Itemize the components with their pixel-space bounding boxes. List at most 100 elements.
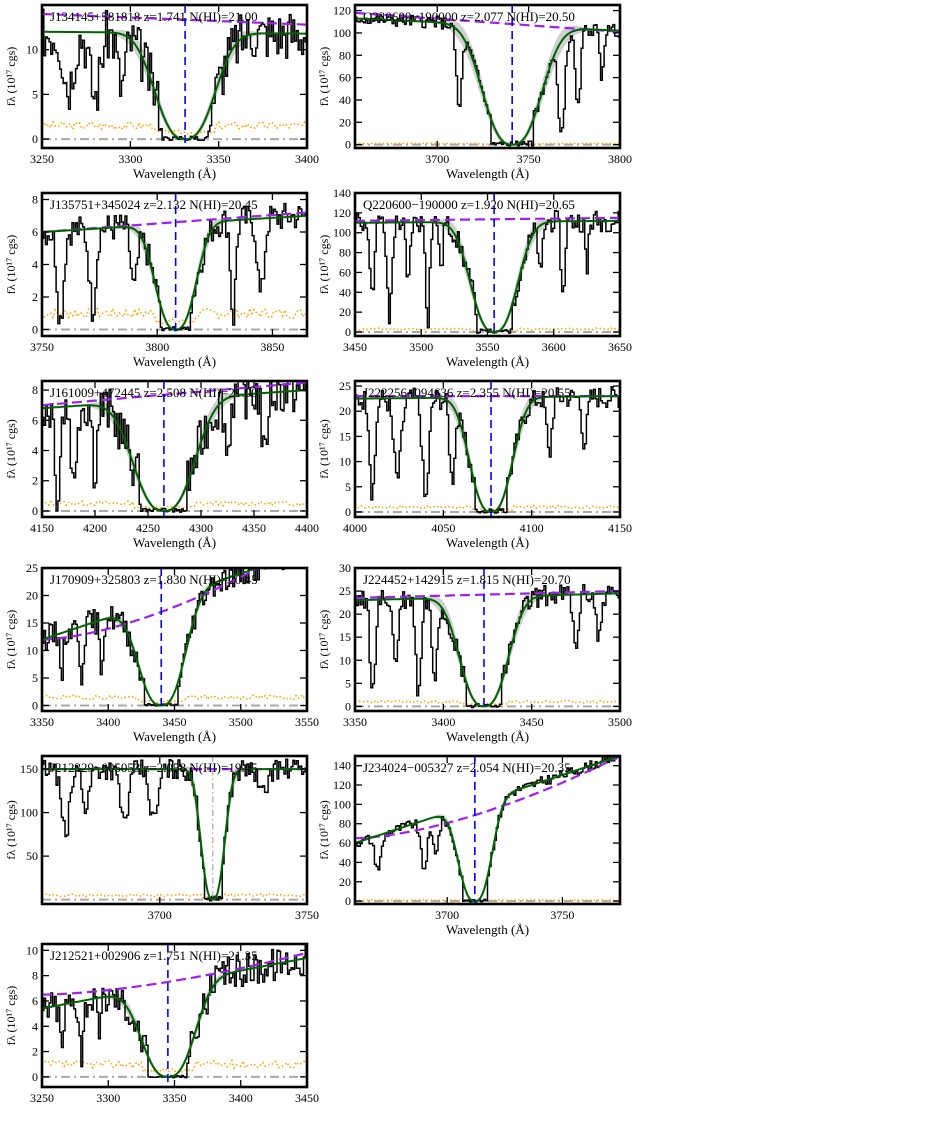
x-tick-label: 3400 [96, 715, 120, 729]
y-axis-label: fλ (10¹⁷ cgs) [4, 235, 18, 295]
y-tick-label: 15 [339, 429, 351, 443]
y-tick-label: 25 [26, 561, 38, 575]
x-tick-label: 4000 [343, 521, 367, 535]
y-tick-label: 0 [345, 505, 351, 519]
y-tick-label: 20 [26, 589, 38, 603]
y-tick-label: 0 [32, 699, 38, 713]
plot-area [355, 756, 620, 904]
x-tick-label: 3350 [163, 1091, 187, 1105]
fit-uncertainty-band [355, 219, 620, 333]
spectrum-panel-11: 3250 3300 3350 3400 3450 0 2 4 6 8 10 J212521+00290… [4, 942, 319, 1105]
x-axis-label: Wavelength (Å) [446, 166, 529, 181]
y-tick-label: 25 [339, 379, 351, 393]
panel-title: J212329−005053 z=2.058 N(HI)=19.45 [50, 760, 258, 775]
x-tick-label: 3450 [163, 715, 187, 729]
panel-frame [353, 754, 622, 906]
y-tick-label: 5 [32, 87, 38, 101]
fit-uncertainty-band [42, 766, 307, 901]
x-tick-label: 3850 [260, 340, 284, 354]
panel-frame [353, 3, 622, 150]
observed-spectrum [42, 8, 307, 142]
observed-spectrum [355, 583, 620, 709]
y-tick-label: 100 [333, 26, 351, 40]
x-tick-label: 3700 [435, 908, 459, 922]
x-tick-label: 3500 [229, 715, 253, 729]
voigt-fit-line [42, 568, 261, 707]
spectrum-panel-6: 4000 4050 4100 4150 0 5 10 15 20 25 J222256−094636… [317, 379, 632, 550]
x-tick-label: 3250 [30, 152, 54, 166]
voigt-fit-line [355, 395, 620, 514]
y-tick-label: 5 [345, 676, 351, 690]
y-tick-label: 40 [339, 93, 351, 107]
y-tick-label: 80 [339, 817, 351, 831]
plot-area [355, 568, 620, 711]
panel-frame [40, 379, 309, 519]
x-tick-label: 4350 [242, 521, 266, 535]
y-tick-label: 10 [26, 43, 38, 57]
spectrum-panel-4: 3450 3500 3550 3600 3650 0 20 40 60 80 100 120 140 Q2… [317, 186, 632, 369]
plot-area [42, 568, 307, 711]
observed-spectrum [355, 385, 620, 514]
y-tick-label: 10 [26, 943, 38, 957]
x-tick-label: 3500 [608, 715, 632, 729]
error-spectrum [42, 305, 307, 325]
y-tick-label: 30 [339, 561, 351, 575]
spectrum-panel-1: 3250 3300 3350 3400 0 5 10 J134145+581818 z=1.7… [4, 3, 319, 181]
x-tick-label: 3400 [431, 715, 455, 729]
y-tick-label: 140 [333, 186, 351, 200]
plot-area [355, 193, 620, 336]
y-tick-label: 8 [32, 383, 38, 397]
y-tick-label: 8 [32, 193, 38, 207]
y-tick-label: 5 [32, 671, 38, 685]
x-tick-label: 4050 [431, 521, 455, 535]
y-tick-label: 15 [339, 630, 351, 644]
x-tick-label: 4100 [520, 521, 544, 535]
plot-area [42, 193, 307, 336]
y-tick-label: 0 [32, 132, 38, 146]
y-tick-label: 150 [20, 762, 38, 776]
panel-frame [40, 3, 309, 150]
x-tick-label: 4150 [608, 521, 632, 535]
panel-title: J212521+002906 z=1.751 N(HI)=21.35 [50, 948, 258, 963]
continuum-line [42, 568, 261, 641]
voigt-fit-line [42, 768, 307, 901]
y-tick-label: 80 [339, 48, 351, 62]
y-axis-label: fλ (10¹⁷ cgs) [317, 419, 331, 479]
error-spectrum [355, 699, 620, 706]
x-tick-label: 3300 [118, 152, 142, 166]
panel-frame [353, 191, 622, 338]
y-tick-label: 50 [26, 849, 38, 863]
panel-title: Q220600−190000 z=2.077 N(HI)=20.50 [363, 9, 575, 24]
fit-uncertainty-band [42, 390, 307, 512]
x-tick-label: 3750 [550, 908, 574, 922]
spectrum-panel-9: 3700 3750 50 100 150 J212329−005053 z=2.058 N… [4, 754, 319, 922]
y-tick-label: 20 [339, 115, 351, 129]
y-tick-label: 20 [339, 305, 351, 319]
x-tick-label: 3600 [542, 340, 566, 354]
y-tick-label: 5 [345, 480, 351, 494]
error-spectrum [355, 142, 620, 146]
y-tick-label: 2 [32, 1045, 38, 1059]
voigt-fit-line [355, 17, 620, 146]
x-tick-label: 4400 [295, 521, 319, 535]
panel-title: J135751+345024 z=2.132 N(HI)=20.45 [50, 197, 258, 212]
panel-frame [353, 566, 622, 713]
x-tick-label: 3350 [30, 715, 54, 729]
spectrum-panel-10: 3700 3750 0 20 40 60 80 100 120 140 J234024−005327… [317, 754, 622, 937]
y-tick-label: 2 [32, 474, 38, 488]
y-tick-label: 15 [26, 616, 38, 630]
plot-area [355, 5, 620, 148]
x-axis-label: Wavelength (Å) [446, 354, 529, 369]
error-spectrum [42, 693, 307, 704]
panel-title: J222256−094636 z=2.355 N(HI)=20.55 [363, 385, 571, 400]
y-tick-label: 60 [339, 836, 351, 850]
y-axis-label: fλ (10¹⁷ cgs) [317, 47, 331, 107]
continuum-line [355, 756, 620, 840]
x-tick-label: 3500 [409, 340, 433, 354]
x-tick-label: 3550 [295, 715, 319, 729]
fit-uncertainty-band [355, 394, 620, 513]
y-tick-label: 0 [345, 894, 351, 908]
x-axis-label: Wavelength (Å) [446, 922, 529, 937]
error-spectrum [42, 1058, 307, 1074]
x-tick-label: 3300 [96, 1091, 120, 1105]
